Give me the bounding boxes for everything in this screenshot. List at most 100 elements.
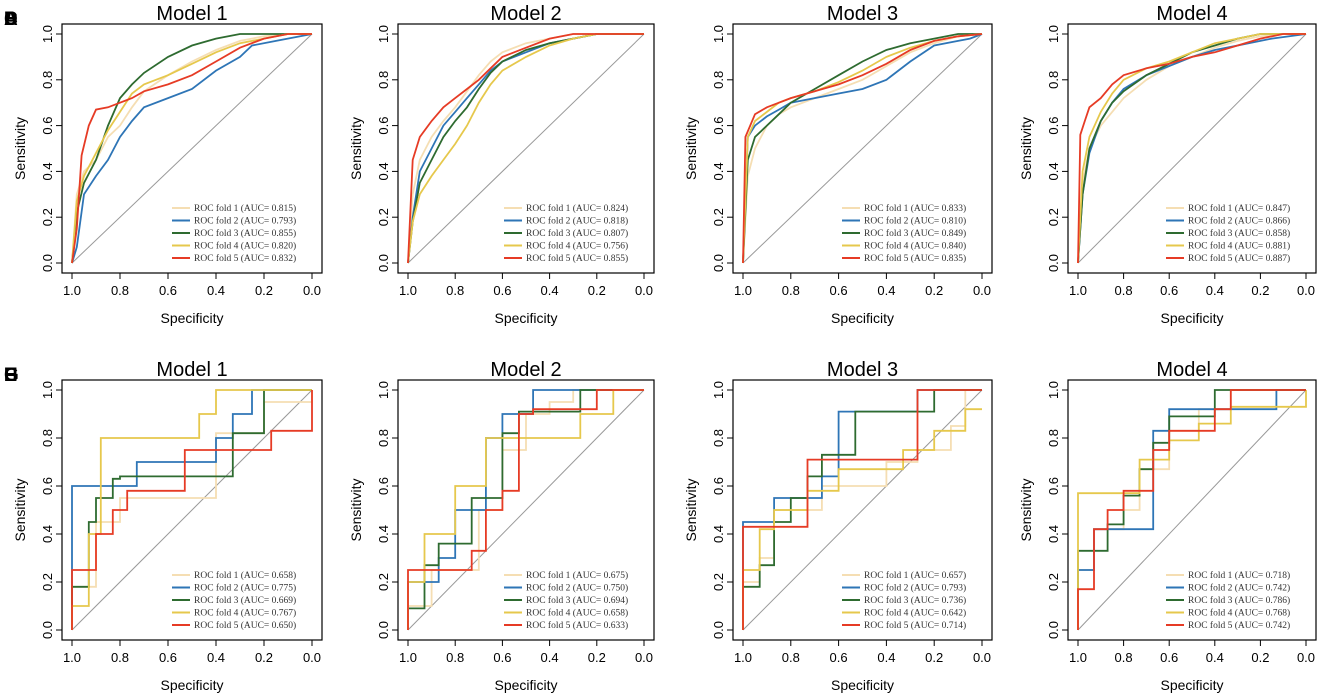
roc-curve-fold-5	[407, 33, 644, 264]
x-tick-label: 0.4	[877, 650, 895, 665]
y-tick-label: 0.2	[711, 573, 726, 591]
legend-entry-fold-3: ROC fold 3 (AUC= 0.736)	[864, 595, 966, 606]
roc-curve-fold-4	[1077, 33, 1306, 264]
y-tick-label: 1.0	[40, 381, 55, 399]
roc-curve-fold-3	[742, 33, 982, 264]
x-tick-label: 0.8	[446, 283, 464, 298]
x-tick-label: 0.0	[303, 650, 321, 665]
x-tick-label: 1.0	[1069, 650, 1087, 665]
x-tick-label: 0.6	[830, 283, 848, 298]
x-tick-label: 1.0	[734, 650, 752, 665]
legend: ROC fold 1 (AUC= 0.718) ROC fold 2 (AUC= …	[1166, 570, 1290, 631]
panel-title: Model 1	[156, 3, 227, 25]
y-tick-label: 1.0	[376, 25, 391, 43]
legend-entry-fold-3: ROC fold 3 (AUC= 0.786)	[1188, 595, 1290, 606]
legend: ROC fold 1 (AUC= 0.847) ROC fold 2 (AUC= …	[1166, 203, 1290, 264]
legend-entry-fold-3: ROC fold 3 (AUC= 0.855)	[194, 228, 296, 239]
legend-entry-fold-4: ROC fold 4 (AUC= 0.881)	[1188, 241, 1290, 252]
x-tick-label: 0.8	[782, 650, 800, 665]
roc-curve-fold-5	[742, 389, 982, 630]
legend-entry-fold-1: ROC fold 1 (AUC= 0.833)	[864, 203, 966, 214]
y-tick-label: 0.0	[1046, 621, 1061, 639]
roc-curve-fold-3	[407, 389, 644, 630]
x-tick-label: 0.0	[635, 283, 653, 298]
legend-entry-fold-5: ROC fold 5 (AUC= 0.832)	[194, 253, 296, 264]
roc-panel-g: G Model 3 1.0 0.8 0.6 0.4 0.2 0.0 0.0 0.2 0.4 0.6 0.…	[4, 359, 993, 693]
roc-curve-fold-5	[71, 390, 313, 630]
plot-frame	[1067, 379, 1317, 641]
y-tick-label: 0.6	[711, 477, 726, 495]
y-tick-label: 0.2	[40, 573, 55, 591]
x-axis-label: Specificity	[1160, 677, 1223, 693]
legend-entry-fold-3: ROC fold 3 (AUC= 0.669)	[194, 595, 296, 606]
roc-panel-a: A Model 1 1.0 0.8 0.6 0.4 0.2 0.0 0.0 0.2 0.4 0.6 0.…	[4, 3, 323, 326]
legend: ROC fold 1 (AUC= 0.815) ROC fold 2 (AUC= …	[172, 203, 296, 264]
x-tick-label: 1.0	[399, 650, 417, 665]
x-tick-label: 0.8	[782, 283, 800, 298]
x-tick-label: 0.0	[635, 650, 653, 665]
x-tick-label: 0.2	[588, 283, 606, 298]
roc-curve-fold-4	[71, 389, 312, 630]
legend-entry-fold-1: ROC fold 1 (AUC= 0.718)	[1188, 570, 1290, 581]
x-axis-label: Specificity	[1160, 310, 1223, 326]
legend-entry-fold-4: ROC fold 4 (AUC= 0.642)	[864, 608, 966, 619]
x-tick-label: 1.0	[63, 283, 81, 298]
legend-entry-fold-4: ROC fold 4 (AUC= 0.768)	[1188, 608, 1290, 619]
legend-entry-fold-2: ROC fold 2 (AUC= 0.866)	[1188, 216, 1290, 227]
diagonal-reference-line	[407, 389, 645, 631]
y-axis-label: Sensitivity	[683, 117, 699, 180]
legend-entry-fold-3: ROC fold 3 (AUC= 0.807)	[526, 228, 628, 239]
y-tick-label: 1.0	[376, 381, 391, 399]
roc-curve-fold-3	[71, 33, 312, 264]
x-tick-label: 1.0	[1069, 283, 1087, 298]
y-tick-label: 0.2	[40, 208, 55, 226]
plot-frame	[397, 379, 655, 641]
x-tick-label: 0.4	[207, 650, 225, 665]
y-tick-label: 0.8	[376, 429, 391, 447]
y-tick-label: 0.8	[711, 71, 726, 89]
y-tick-label: 0.4	[40, 162, 55, 180]
y-tick-label: 0.0	[711, 254, 726, 272]
x-tick-label: 0.4	[877, 283, 895, 298]
x-tick-label: 0.4	[541, 283, 559, 298]
diagonal-reference-line	[1077, 389, 1307, 631]
x-tick-label: 0.8	[111, 650, 129, 665]
y-tick-label: 0.0	[40, 621, 55, 639]
y-axis-label: Sensitivity	[12, 478, 28, 541]
legend-entry-fold-1: ROC fold 1 (AUC= 0.657)	[864, 570, 966, 581]
panel-letter: G	[4, 365, 19, 386]
roc-curve-fold-4	[742, 408, 982, 630]
legend-entry-fold-5: ROC fold 5 (AUC= 0.650)	[194, 620, 296, 631]
legend-entry-fold-1: ROC fold 1 (AUC= 0.658)	[194, 570, 296, 581]
x-tick-label: 0.2	[255, 283, 273, 298]
legend-entry-fold-3: ROC fold 3 (AUC= 0.849)	[864, 228, 966, 239]
x-tick-label: 0.8	[1115, 283, 1133, 298]
y-tick-label: 0.6	[40, 477, 55, 495]
legend: ROC fold 1 (AUC= 0.824) ROC fold 2 (AUC= …	[504, 203, 628, 264]
diagonal-reference-line	[742, 33, 983, 264]
y-tick-label: 0.8	[376, 71, 391, 89]
roc-curve-fold-5	[1077, 33, 1306, 264]
y-tick-label: 0.0	[40, 254, 55, 272]
legend-entry-fold-2: ROC fold 2 (AUC= 0.793)	[864, 583, 966, 594]
roc-curve-fold-5	[407, 389, 644, 630]
y-tick-label: 1.0	[711, 381, 726, 399]
panel-letter: H	[4, 365, 18, 386]
x-tick-label: 0.4	[541, 650, 559, 665]
y-tick-label: 0.8	[40, 429, 55, 447]
legend-entry-fold-5: ROC fold 5 (AUC= 0.742)	[1188, 620, 1290, 631]
roc-panel-e: E Model 1 1.0 0.8 0.6 0.4 0.2 0.0 0.0 0.2 0.4 0.6 0.…	[4, 359, 323, 693]
plot-frame	[732, 379, 993, 641]
legend-entry-fold-4: ROC fold 4 (AUC= 0.767)	[194, 608, 296, 619]
legend-entry-fold-4: ROC fold 4 (AUC= 0.820)	[194, 241, 296, 252]
roc-curve-fold-4	[71, 33, 312, 264]
y-tick-label: 0.4	[376, 525, 391, 543]
x-tick-label: 0.6	[159, 283, 177, 298]
diagonal-reference-line	[71, 389, 313, 631]
x-tick-label: 0.6	[1160, 650, 1178, 665]
roc-curve-fold-4	[407, 33, 644, 264]
legend-entry-fold-5: ROC fold 5 (AUC= 0.633)	[526, 620, 628, 631]
y-axis-label: Sensitivity	[348, 117, 364, 180]
legend-entry-fold-2: ROC fold 2 (AUC= 0.775)	[194, 583, 296, 594]
